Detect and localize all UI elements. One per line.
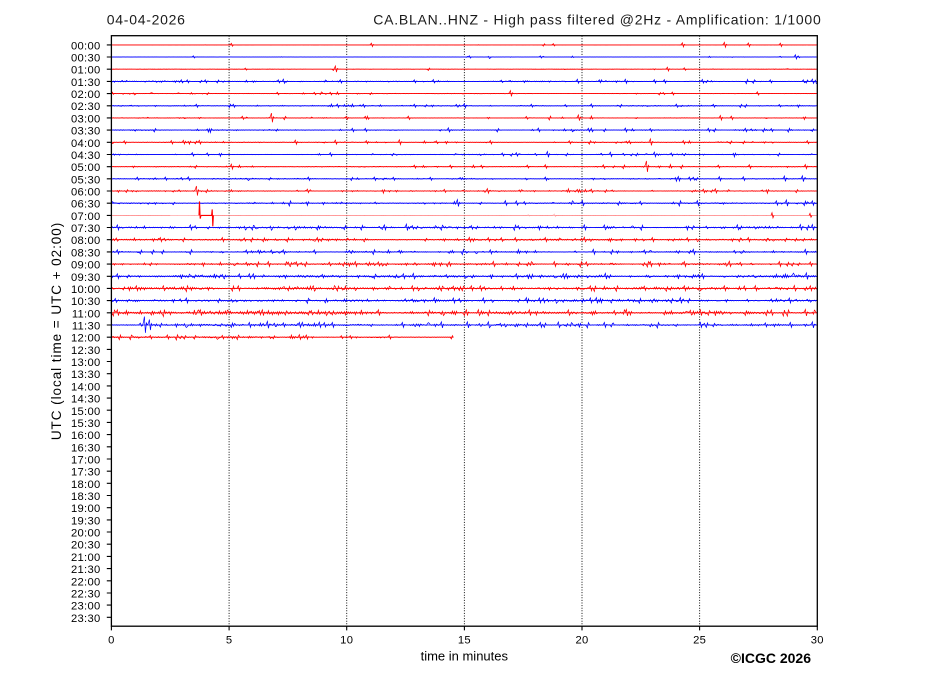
svg-text:22:00: 22:00: [71, 576, 101, 588]
svg-text:21:30: 21:30: [71, 564, 101, 576]
svg-text:11:00: 11:00: [72, 308, 101, 320]
svg-text:12:30: 12:30: [71, 345, 101, 357]
svg-text:17:30: 17:30: [71, 467, 101, 479]
svg-text:18:30: 18:30: [71, 491, 101, 503]
svg-text:20:00: 20:00: [71, 528, 101, 540]
svg-text:02:30: 02:30: [71, 101, 101, 113]
svg-text:04:30: 04:30: [71, 150, 101, 162]
svg-text:03:30: 03:30: [71, 126, 101, 138]
svg-text:01:30: 01:30: [71, 77, 101, 89]
svg-text:5: 5: [226, 635, 233, 647]
svg-text:22:30: 22:30: [71, 589, 101, 601]
svg-text:14:30: 14:30: [71, 394, 101, 406]
svg-text:07:30: 07:30: [71, 223, 101, 235]
svg-text:time in minutes: time in minutes: [421, 648, 509, 663]
svg-text:03:00: 03:00: [71, 113, 101, 125]
svg-text:06:00: 06:00: [71, 187, 101, 199]
svg-text:16:30: 16:30: [71, 442, 101, 454]
svg-text:13:00: 13:00: [71, 357, 101, 369]
svg-text:18:00: 18:00: [71, 479, 101, 491]
svg-text:15:30: 15:30: [71, 418, 101, 430]
svg-text:©ICGC 2026: ©ICGC 2026: [731, 650, 812, 666]
svg-text:25: 25: [693, 635, 706, 647]
svg-text:08:00: 08:00: [71, 235, 101, 247]
svg-text:20: 20: [575, 635, 588, 647]
svg-text:02:00: 02:00: [71, 89, 101, 101]
svg-text:23:30: 23:30: [71, 613, 101, 625]
svg-text:09:30: 09:30: [71, 272, 101, 284]
svg-text:05:30: 05:30: [71, 174, 101, 186]
svg-text:07:00: 07:00: [71, 211, 101, 223]
svg-text:09:00: 09:00: [71, 260, 101, 272]
svg-text:13:30: 13:30: [71, 369, 101, 381]
svg-text:14:00: 14:00: [71, 381, 101, 393]
svg-text:04:00: 04:00: [71, 138, 101, 150]
svg-text:10:00: 10:00: [71, 284, 101, 296]
svg-text:16:00: 16:00: [71, 430, 101, 442]
svg-text:05:00: 05:00: [71, 162, 101, 174]
svg-text:20:30: 20:30: [71, 540, 101, 552]
svg-text:10: 10: [340, 635, 353, 647]
svg-text:15: 15: [458, 635, 471, 647]
svg-text:04-04-2026: 04-04-2026: [107, 11, 186, 27]
svg-text:CA.BLAN..HNZ - High pass filte: CA.BLAN..HNZ - High pass filtered @2Hz -…: [373, 12, 821, 28]
svg-text:10:30: 10:30: [71, 296, 101, 308]
svg-text:01:00: 01:00: [71, 65, 101, 77]
svg-text:UTC (local time = UTC + 02:00): UTC (local time = UTC + 02:00): [49, 222, 64, 440]
svg-text:23:00: 23:00: [71, 601, 101, 613]
svg-text:12:00: 12:00: [71, 333, 101, 345]
svg-text:0: 0: [108, 635, 115, 647]
svg-text:00:30: 00:30: [71, 53, 101, 65]
svg-text:19:00: 19:00: [71, 503, 101, 515]
svg-text:00:00: 00:00: [71, 40, 101, 52]
svg-text:21:00: 21:00: [71, 552, 101, 564]
svg-text:11:30: 11:30: [72, 321, 101, 333]
svg-text:08:30: 08:30: [71, 247, 101, 259]
svg-text:19:30: 19:30: [71, 515, 101, 527]
svg-text:17:00: 17:00: [71, 455, 101, 467]
svg-text:30: 30: [811, 635, 824, 647]
svg-text:15:00: 15:00: [71, 406, 101, 418]
svg-text:06:30: 06:30: [71, 199, 101, 211]
